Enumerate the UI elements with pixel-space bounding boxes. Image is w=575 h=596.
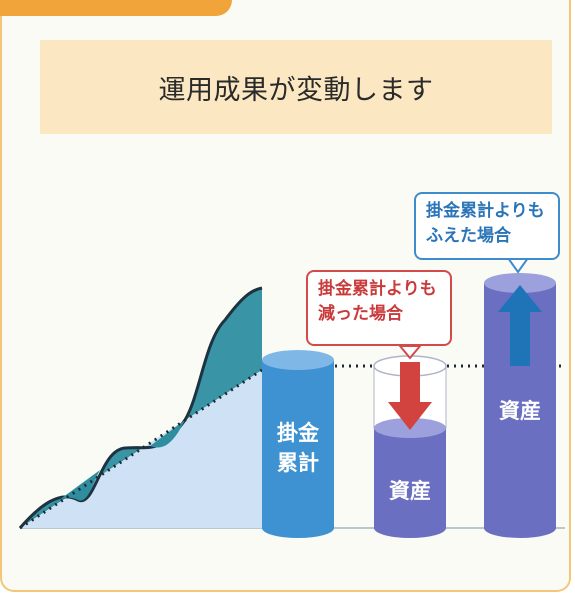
increased-callout-line1: 掛金累計よりも	[426, 201, 545, 221]
decreased-asset-cylinder-body	[374, 428, 446, 528]
increase-arrow-shaft	[510, 308, 530, 366]
contribution-cylinder-label: 掛金 累計	[262, 418, 334, 478]
decreased-callout-pointer	[397, 345, 423, 360]
increased-callout-pointer	[506, 257, 530, 274]
contribution-cylinder-body	[262, 360, 334, 528]
header-tab	[0, 0, 232, 16]
increased-asset-cylinder-bottom	[484, 518, 556, 538]
wave-dip-1	[40, 470, 100, 514]
contribution-cylinder-bottom	[262, 518, 334, 538]
decrease-arrow-head	[388, 402, 432, 430]
performance-wave-line	[18, 286, 263, 529]
decreased-callout: 掛金累計よりも 減った場合	[306, 270, 452, 346]
increased-asset-cylinder-top	[484, 273, 556, 293]
decrease-arrow-shaft	[400, 362, 420, 404]
decreased-asset-cylinder-bottom	[374, 518, 446, 538]
contribution-label-line1: 掛金	[277, 421, 319, 445]
increased-callout-line2: ふえた場合	[426, 226, 511, 246]
increased-asset-label: 資産	[499, 399, 541, 423]
increase-arrow-head	[498, 285, 542, 312]
decreased-asset-label: 資産	[389, 479, 431, 503]
contribution-label-line2: 累計	[277, 451, 319, 475]
contribution-cylinder-top	[262, 350, 334, 370]
banner-title: 運用成果が変動します	[158, 74, 434, 106]
decreased-callout-line2: 減った場合	[318, 304, 403, 324]
title-banner: 運用成果が変動します	[40, 40, 552, 134]
increased-callout: 掛金累計よりも ふえた場合	[414, 192, 560, 260]
decreased-callout-line1: 掛金累計よりも	[318, 279, 437, 299]
wave-dip-2	[150, 420, 185, 448]
performance-wave-fill	[20, 288, 262, 528]
